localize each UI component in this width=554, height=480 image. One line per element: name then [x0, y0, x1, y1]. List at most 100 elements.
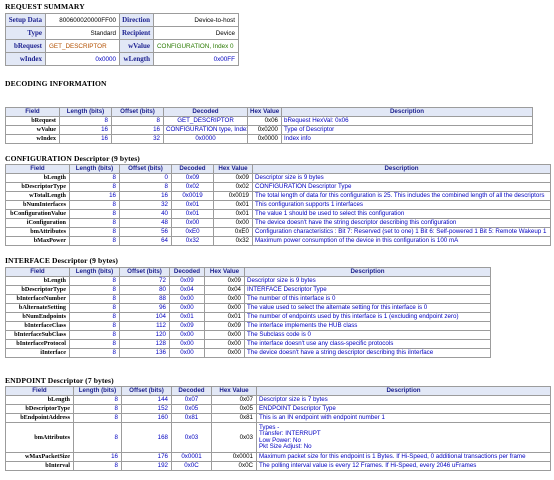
- description: Descriptor size is 9 bytes: [252, 173, 551, 183]
- offset-bits: 32: [119, 200, 172, 210]
- column-header: Field: [5, 107, 60, 117]
- column-header: Field: [5, 386, 74, 396]
- length-bits: 8: [69, 236, 120, 246]
- table-row: bNumEndpoints 8 104 0x01 0x01 The number of e…: [5, 312, 491, 322]
- decoded-value: 0x0C: [171, 461, 212, 471]
- summary-label: wIndex: [5, 52, 46, 66]
- description: ENDPOINT Descriptor Type: [256, 404, 551, 414]
- summary-value: Device: [153, 26, 239, 40]
- hex-value: 0x00: [204, 339, 245, 349]
- summary-row: Type Standard Recipient Device: [5, 26, 239, 40]
- offset-bits: 152: [121, 404, 172, 414]
- decoding-information-title: DECODING INFORMATION: [5, 79, 107, 88]
- field-name: iConfiguration: [5, 218, 70, 228]
- field-name: bEndpointAddress: [5, 413, 74, 423]
- offset-bits: 48: [119, 218, 172, 228]
- field-name: bInterfaceClass: [5, 321, 70, 331]
- endpoint-descriptor-title: ENDPOINT Descriptor (7 bytes): [5, 376, 114, 385]
- description: The polling interval value is every 12 F…: [256, 461, 551, 471]
- description: Index info: [281, 134, 533, 144]
- interface-descriptor-title: INTERFACE Descriptor (9 bytes): [5, 256, 119, 265]
- offset-bits: 112: [119, 321, 170, 331]
- hex-value: 0x0001: [211, 452, 257, 462]
- summary-value: 800600020000FF00: [45, 13, 120, 27]
- table-row: bmAttributes 8 168 0x03 0x03 Types - Transfer…: [5, 422, 551, 453]
- length-bits: 16: [73, 452, 122, 462]
- description: CONFIGURATION Descriptor Type: [252, 182, 551, 192]
- table-row: bInterfaceSubClass 8 120 0x00 0x00 The Subcla…: [5, 330, 491, 340]
- length-bits: 8: [73, 404, 122, 414]
- description: The device doesn't have the string descr…: [252, 218, 551, 228]
- column-header: Decoded: [171, 164, 214, 174]
- length-bits: 8: [69, 303, 120, 313]
- description: Configuration characteristics : Bit 7: R…: [252, 227, 551, 237]
- description: The number of endpoints used by this int…: [244, 312, 491, 322]
- decoded-value: 0x0001: [171, 452, 212, 462]
- length-bits: 8: [69, 321, 120, 331]
- field-name: bLength: [5, 395, 74, 405]
- description: This is an IN endpoint with endpoint num…: [256, 413, 551, 423]
- summary-label: wValue: [119, 39, 154, 53]
- table-row: bLength 8 72 0x09 0x09 Descriptor size is 9 b…: [5, 276, 491, 286]
- table-row: bDescriptorType 8 80 0x04 0x04 INTERFACE Desc…: [5, 285, 491, 295]
- decoded-value: 0x01: [171, 200, 214, 210]
- summary-value: 0x0000: [45, 52, 120, 66]
- column-header: Description: [256, 386, 551, 396]
- table-row: wTotalLength 16 16 0x0019 0x0019 The total le…: [5, 191, 551, 201]
- field-name: bLength: [5, 276, 70, 286]
- field-name: bMaxPower: [5, 236, 70, 246]
- endpoint-descriptor-table: Field Length (bits) Offset (bits) Decoded He…: [5, 386, 551, 471]
- column-header: Length (bits): [59, 107, 112, 117]
- description-line: Low Power: No: [259, 436, 301, 444]
- length-bits: 8: [73, 395, 122, 405]
- header-row: Field Length (bits) Offset (bits) Decoded He…: [5, 386, 551, 396]
- length-bits: 8: [69, 209, 120, 219]
- description: The number of this interface is 0: [244, 294, 491, 304]
- field-name: iInterface: [5, 348, 70, 358]
- hex-value: 0x81: [211, 413, 257, 423]
- length-bits: 8: [69, 182, 120, 192]
- table-row: bInterfaceClass 8 112 0x09 0x09 The interface…: [5, 321, 491, 331]
- summary-value: CONFIGURATION, Index 0: [153, 39, 239, 53]
- description: Type of Descriptor: [281, 125, 533, 135]
- hex-value: 0x07: [211, 395, 257, 405]
- decoded-value: 0x32: [171, 236, 214, 246]
- description: Maximum power consumption of the device …: [252, 236, 551, 246]
- hex-value: 0x01: [204, 312, 245, 322]
- table-row: bConfigurationValue 8 40 0x01 0x01 The value …: [5, 209, 551, 219]
- description-line: Pkt Size Adjust: No: [259, 443, 312, 450]
- length-bits: 16: [69, 191, 120, 201]
- offset-bits: 88: [119, 294, 170, 304]
- hex-value: 0x00: [204, 348, 245, 358]
- field-name: bConfigurationValue: [5, 209, 70, 219]
- column-header: Hex Value: [211, 386, 257, 396]
- decoded-value: 0x00: [169, 348, 205, 358]
- column-header: Field: [5, 267, 70, 277]
- field-name: bInterval: [5, 461, 74, 471]
- description: The value 1 should be used to select thi…: [252, 209, 551, 219]
- field-name: bNumInterfaces: [5, 200, 70, 210]
- hex-value: 0x09: [204, 321, 245, 331]
- offset-bits: 56: [119, 227, 172, 237]
- table-row: bDescriptorType 8 8 0x02 0x02 CONFIGURATION D…: [5, 182, 551, 192]
- summary-value: Standard: [45, 26, 120, 40]
- column-header: Description: [252, 164, 551, 174]
- offset-bits: 104: [119, 312, 170, 322]
- hex-value: 0x04: [204, 285, 245, 295]
- summary-value: GET_DESCRIPTOR: [45, 39, 120, 53]
- length-bits: 8: [73, 413, 122, 423]
- description-line: Types -: [259, 423, 280, 431]
- table-row: bInterfaceNumber 8 88 0x00 0x00 The number of…: [5, 294, 491, 304]
- decoded-value: 0x01: [171, 209, 214, 219]
- summary-row: bRequest GET_DESCRIPTOR wValue CONFIGURATIO…: [5, 39, 239, 53]
- description: Types - Transfer: INTERRUPT Low Power: N…: [256, 422, 551, 453]
- hex-value: 0x05: [211, 404, 257, 414]
- column-header: Length (bits): [73, 386, 122, 396]
- decoded-value: 0x07: [171, 395, 212, 405]
- length-bits: 16: [59, 134, 112, 144]
- decoded-value: 0x09: [169, 276, 205, 286]
- column-header: Decoded: [171, 386, 212, 396]
- column-header: Hex Value: [247, 107, 282, 117]
- hex-value: 0x0000: [247, 134, 282, 144]
- table-row: bInterval 8 192 0x0C 0x0C The polling interva…: [5, 461, 551, 471]
